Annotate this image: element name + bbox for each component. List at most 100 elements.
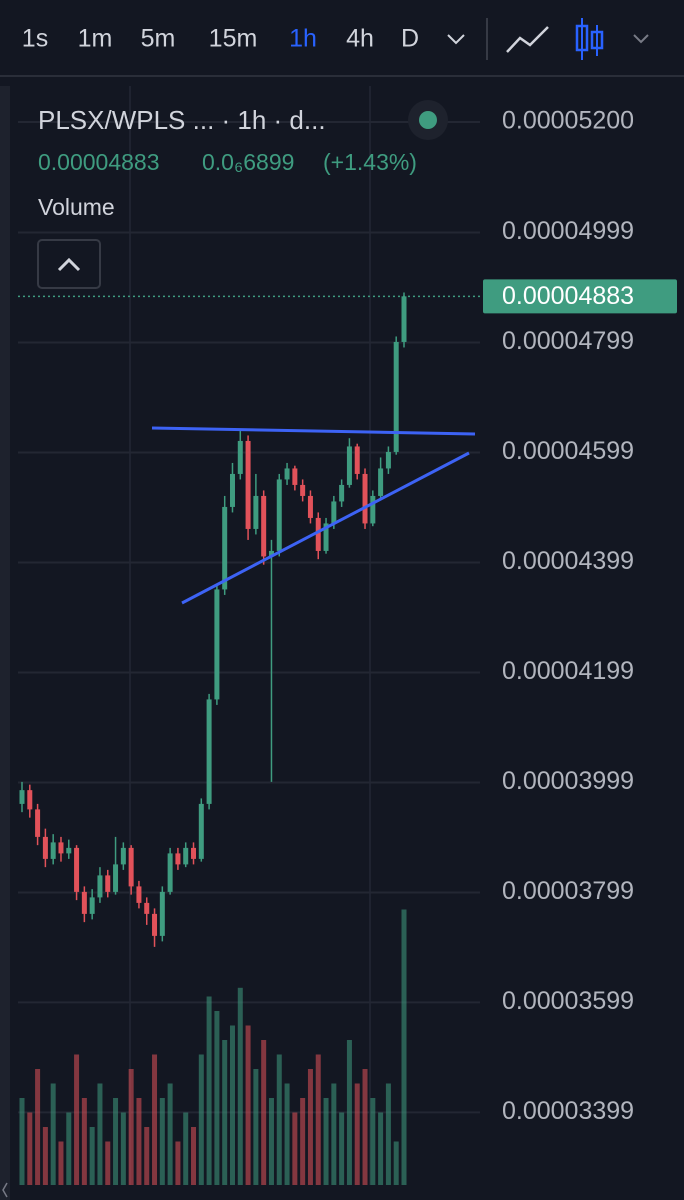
chart-type-dropdown[interactable] xyxy=(633,34,649,44)
candle-body xyxy=(81,891,87,914)
candle-body xyxy=(245,440,251,529)
candle-body xyxy=(284,468,290,480)
candle-body xyxy=(276,479,282,551)
candle-icon xyxy=(575,24,589,52)
y-tick-label: 0.00003599 xyxy=(502,987,634,1015)
volume-bar xyxy=(113,1098,119,1185)
volume-bar xyxy=(237,987,243,1185)
volume-bar xyxy=(19,1098,25,1185)
candle-body xyxy=(105,875,111,892)
volume-bar xyxy=(331,1083,337,1185)
last-price-label: 0.00004883 xyxy=(502,282,634,310)
volume-bar xyxy=(307,1069,313,1185)
volume-bar xyxy=(183,1112,189,1185)
candle-body xyxy=(323,523,329,551)
candle-body xyxy=(393,341,399,452)
candle-body xyxy=(339,484,345,502)
volume-bar xyxy=(198,1054,204,1185)
candle-chart-button[interactable] xyxy=(575,18,604,60)
candle-body xyxy=(27,790,33,810)
volume-bar xyxy=(393,1141,399,1185)
candle-body xyxy=(183,847,189,865)
candle-body xyxy=(378,468,384,496)
candle-body xyxy=(315,517,321,551)
candle-body xyxy=(74,847,80,892)
candle-body xyxy=(113,864,119,892)
y-tick-label: 0.00004999 xyxy=(502,217,634,245)
volume-bar xyxy=(50,1083,56,1185)
candle-body xyxy=(35,809,41,837)
candle-body xyxy=(346,446,352,485)
interval-button[interactable]: 5m xyxy=(141,25,176,53)
volume-bar xyxy=(120,1112,126,1185)
legend-change-pct: (+1.43%) xyxy=(323,149,417,175)
volume-bar xyxy=(152,1054,158,1185)
candle-body xyxy=(128,847,134,887)
volume-bar xyxy=(370,1098,376,1185)
interval-button[interactable]: D xyxy=(401,25,419,53)
candle-body xyxy=(261,495,267,557)
volume-bar xyxy=(206,996,212,1185)
volume-bar xyxy=(128,1069,134,1185)
volume-bar xyxy=(378,1112,384,1185)
candle-body xyxy=(370,495,376,524)
candle-body xyxy=(58,842,64,854)
candle-body xyxy=(229,473,235,507)
side-panel-edge xyxy=(0,86,10,1200)
y-tick-label: 0.00004399 xyxy=(502,547,634,575)
interval-button[interactable]: 1m xyxy=(78,25,113,53)
interval-dropdown[interactable] xyxy=(447,34,465,45)
volume-bar xyxy=(346,1040,352,1185)
candle-body xyxy=(300,484,306,496)
candle-body xyxy=(152,913,158,936)
support-line xyxy=(181,451,470,605)
candle-body xyxy=(292,468,298,485)
interval-button[interactable]: 15m xyxy=(209,25,258,53)
line-chart-button[interactable] xyxy=(506,26,549,53)
candle-body xyxy=(237,440,243,474)
side-panel-toggle[interactable] xyxy=(2,1182,8,1198)
resistance-line xyxy=(151,426,476,436)
volume-bar xyxy=(385,1083,391,1185)
candle-body xyxy=(222,506,228,590)
volume-bar xyxy=(175,1141,181,1185)
volume-pane xyxy=(19,909,407,1185)
candle-body xyxy=(307,495,313,518)
candle-icon xyxy=(590,30,604,50)
candle-body xyxy=(198,803,204,859)
volume-bar xyxy=(354,1083,360,1185)
volume-bar xyxy=(339,1112,345,1185)
volume-bar xyxy=(300,1098,306,1185)
volume-bar xyxy=(42,1127,48,1185)
volume-bar xyxy=(136,1098,142,1185)
volume-bar xyxy=(191,1127,197,1185)
interval-button[interactable]: 1s xyxy=(22,25,48,53)
trendlines xyxy=(151,426,476,605)
status-dot xyxy=(419,111,437,129)
candle-body xyxy=(214,589,220,700)
y-tick-label: 0.00003799 xyxy=(502,877,634,905)
candle-body xyxy=(66,847,72,854)
volume-bar xyxy=(253,1069,259,1185)
candle-body xyxy=(354,446,360,474)
candle-body xyxy=(136,886,142,903)
candle-body xyxy=(89,897,95,914)
volume-bar xyxy=(276,1054,282,1185)
legend-close: 0.00004883 xyxy=(38,149,160,175)
volume-bar xyxy=(81,1098,87,1185)
interval-button[interactable]: 1h xyxy=(289,25,317,53)
candle-body xyxy=(50,842,56,859)
volume-bar xyxy=(401,909,407,1185)
collapse-button[interactable] xyxy=(37,239,101,289)
candle-body xyxy=(268,550,274,557)
volume-bar xyxy=(74,1054,80,1185)
interval-button[interactable]: 4h xyxy=(346,25,374,53)
volume-bar xyxy=(245,1025,251,1185)
collapse-icon xyxy=(57,257,81,272)
volume-bar xyxy=(292,1112,298,1185)
last-price-tag xyxy=(483,279,677,314)
candle-body xyxy=(42,836,48,859)
candle-body xyxy=(97,875,103,898)
